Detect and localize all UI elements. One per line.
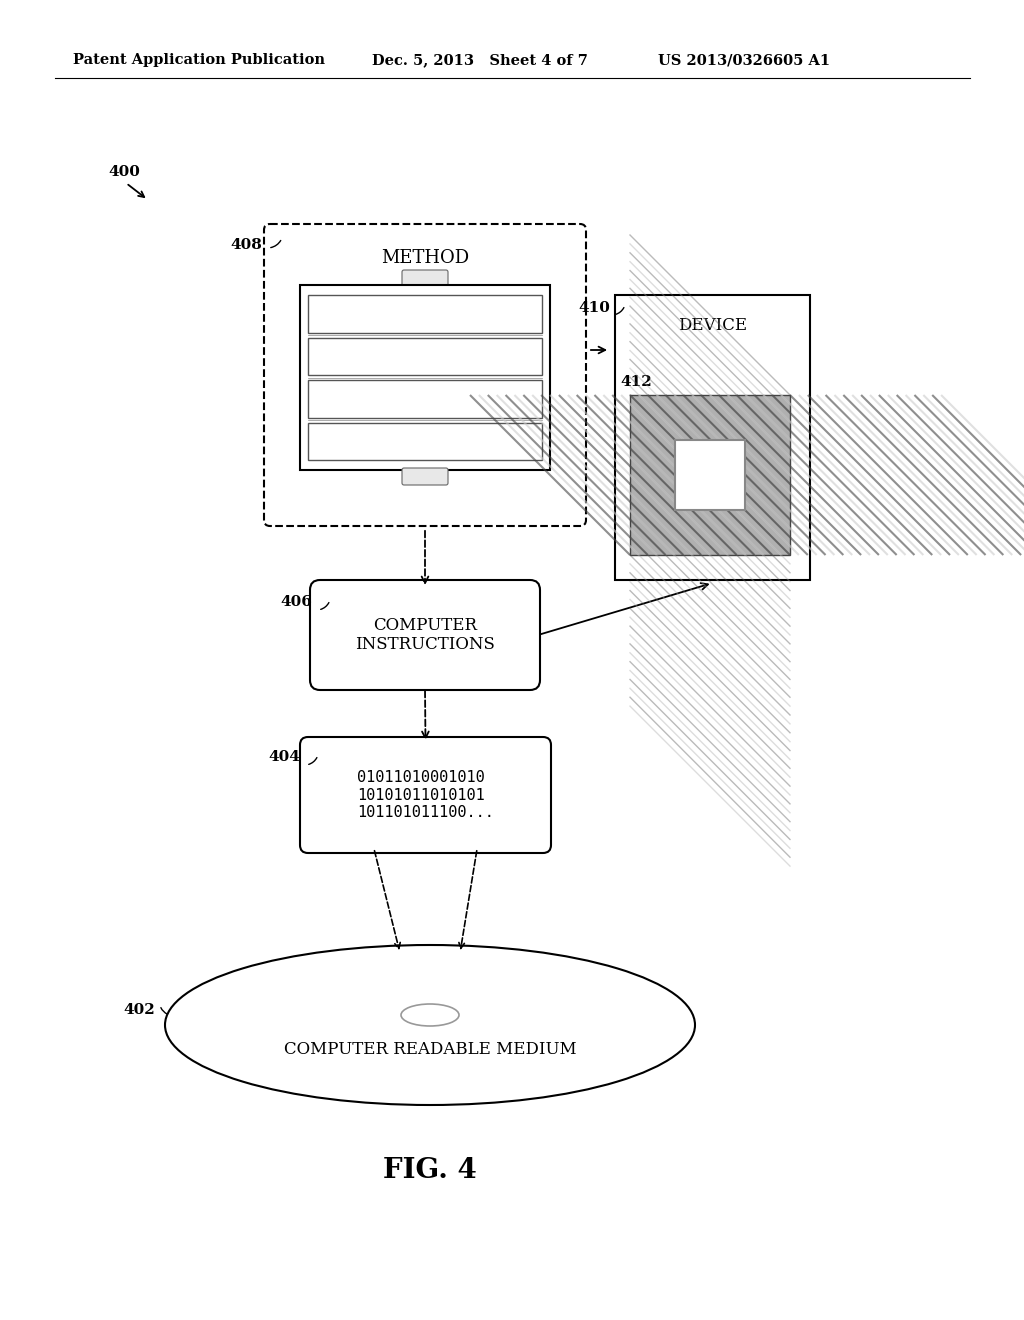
Bar — [308, 422, 542, 459]
Text: 404: 404 — [268, 750, 300, 764]
Text: 412: 412 — [620, 375, 651, 389]
Text: 406: 406 — [281, 595, 312, 609]
Text: 01011010001010
10101011010101
101101011100...: 01011010001010 10101011010101 1011010111… — [357, 770, 494, 820]
Text: 408: 408 — [230, 238, 262, 252]
Text: COMPUTER
INSTRUCTIONS: COMPUTER INSTRUCTIONS — [355, 616, 495, 653]
Bar — [308, 294, 542, 333]
FancyBboxPatch shape — [402, 469, 449, 484]
Bar — [308, 338, 542, 375]
Text: COMPUTER READABLE MEDIUM: COMPUTER READABLE MEDIUM — [284, 1041, 577, 1059]
Text: 410: 410 — [579, 301, 610, 315]
Bar — [300, 285, 550, 470]
Text: METHOD: METHOD — [381, 249, 469, 267]
Bar — [308, 380, 542, 417]
Text: FIG. 4: FIG. 4 — [383, 1156, 477, 1184]
Bar — [675, 440, 745, 510]
Text: 400: 400 — [108, 165, 140, 180]
Ellipse shape — [165, 945, 695, 1105]
FancyBboxPatch shape — [402, 271, 449, 286]
Ellipse shape — [401, 1005, 459, 1026]
Text: US 2013/0326605 A1: US 2013/0326605 A1 — [658, 53, 830, 67]
FancyBboxPatch shape — [310, 579, 540, 690]
Text: 402: 402 — [123, 1003, 155, 1016]
FancyBboxPatch shape — [615, 294, 810, 579]
Text: Dec. 5, 2013   Sheet 4 of 7: Dec. 5, 2013 Sheet 4 of 7 — [372, 53, 588, 67]
FancyBboxPatch shape — [300, 737, 551, 853]
Text: DEVICE: DEVICE — [678, 317, 748, 334]
Bar — [630, 395, 790, 554]
FancyBboxPatch shape — [264, 224, 586, 525]
Text: Patent Application Publication: Patent Application Publication — [73, 53, 325, 67]
